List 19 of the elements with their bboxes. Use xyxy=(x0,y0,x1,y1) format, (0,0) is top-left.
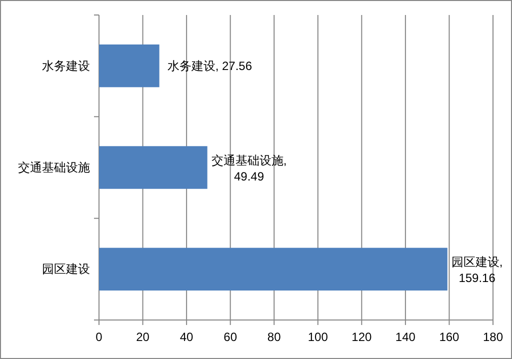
x-tick-label: 80 xyxy=(267,330,282,344)
data-label: 园区建设, 159.16 xyxy=(451,255,503,286)
y-tick-label: 交通基础设施 xyxy=(18,160,90,174)
bar xyxy=(99,146,208,189)
bar xyxy=(99,248,448,291)
x-tick-label: 20 xyxy=(136,330,150,344)
x-tick-label: 120 xyxy=(352,330,372,344)
data-label: 水务建设, 27.56 xyxy=(167,58,252,73)
y-tick-label: 水务建设 xyxy=(42,58,90,73)
x-tick-label: 60 xyxy=(224,330,238,344)
bar xyxy=(99,44,160,88)
x-tick-label: 40 xyxy=(180,330,194,344)
y-tick-label: 园区建设 xyxy=(42,262,90,276)
x-tick-label: 160 xyxy=(439,330,460,344)
x-tick-label: 140 xyxy=(395,330,416,344)
data-label: 交通基础设施, 49.49 xyxy=(211,154,287,184)
x-tick-label: 0 xyxy=(96,330,103,344)
x-tick-label: 100 xyxy=(308,330,328,344)
x-tick-label: 180 xyxy=(482,330,504,344)
